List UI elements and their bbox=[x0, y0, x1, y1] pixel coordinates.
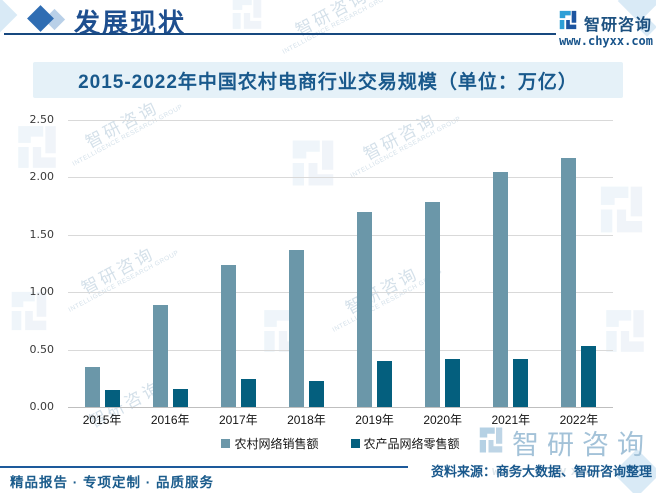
grid-line bbox=[68, 407, 613, 408]
data-source: 资料来源：商务大数据、智研咨询整理 bbox=[430, 464, 652, 479]
y-axis: 2.50 2.00 1.50 1.00 0.50 0.00 bbox=[16, 113, 62, 413]
grid-line bbox=[68, 177, 613, 179]
bars bbox=[68, 120, 613, 407]
bar bbox=[493, 171, 509, 407]
grid-line bbox=[68, 292, 613, 294]
x-tick-label: 2022年 bbox=[559, 413, 599, 427]
bar bbox=[581, 346, 597, 407]
bar-group bbox=[409, 120, 477, 407]
grid-line bbox=[68, 349, 613, 351]
grid-line bbox=[68, 120, 613, 121]
watermark-site-url: www.chyxx.com bbox=[492, 464, 638, 478]
bar bbox=[308, 380, 324, 407]
zhiyan-logo-icon bbox=[228, 0, 266, 32]
y-tick-label: 1.50 bbox=[29, 227, 55, 241]
bar bbox=[561, 157, 577, 407]
y-tick-label: 1.00 bbox=[29, 285, 55, 299]
bar-group bbox=[272, 120, 340, 407]
watermark-text: 智研咨询 INTELLIGENCE RESEARCH GROUP bbox=[273, 0, 394, 56]
bar bbox=[377, 361, 393, 407]
bar bbox=[84, 366, 100, 407]
bar-group bbox=[477, 120, 545, 407]
x-tick-label: 2015年 bbox=[82, 413, 122, 427]
bar bbox=[104, 389, 120, 407]
bar bbox=[357, 211, 373, 407]
y-tick-label: 2.00 bbox=[29, 170, 55, 184]
x-tick-label: 2017年 bbox=[218, 413, 258, 427]
legend-label: 农产品网络零售额 bbox=[363, 437, 460, 451]
watermark-logo-icon bbox=[228, 0, 266, 32]
bar bbox=[220, 264, 236, 407]
plot-area bbox=[68, 120, 613, 408]
header-diamond-icon bbox=[27, 5, 54, 32]
x-tick-label: 2018年 bbox=[287, 413, 326, 427]
x-tick-label: 2016年 bbox=[150, 413, 190, 427]
legend-item: 农产品网络零售额 bbox=[350, 435, 460, 452]
site-url-link[interactable]: www.chyxx.com bbox=[559, 34, 653, 48]
bar-group bbox=[204, 120, 272, 407]
chart-title-banner: 2015-2022年中国农村电商行业交易规模（单位：万亿） bbox=[33, 62, 623, 98]
legend-swatch bbox=[221, 439, 231, 448]
y-tick-label: 2.50 bbox=[29, 113, 55, 126]
bar bbox=[152, 304, 168, 407]
grid-line bbox=[68, 234, 613, 236]
y-tick-label: 0.50 bbox=[29, 342, 55, 356]
corner-decoration bbox=[0, 0, 18, 34]
legend-swatch bbox=[350, 439, 360, 448]
bar bbox=[445, 358, 461, 407]
legend-label: 农村网络销售额 bbox=[234, 437, 319, 451]
legend: 农村网络销售额 农产品网络零售额 bbox=[68, 435, 613, 452]
header-rule bbox=[4, 33, 556, 35]
bar bbox=[425, 201, 441, 407]
x-tick-label: 2021年 bbox=[491, 413, 531, 427]
footer-rule bbox=[0, 466, 408, 468]
bar bbox=[288, 249, 304, 407]
bar-group bbox=[68, 120, 136, 407]
footer-brand-text: 智研咨询 bbox=[512, 430, 652, 460]
legend-item: 农村网络销售额 bbox=[221, 435, 319, 452]
x-tick-label: 2019年 bbox=[355, 413, 394, 427]
bar-group bbox=[136, 120, 204, 407]
brand-name: 智研咨询 bbox=[584, 17, 653, 34]
bar bbox=[513, 358, 529, 407]
footer-brand-watermark: 智研咨询 bbox=[476, 423, 652, 462]
bar bbox=[172, 388, 188, 407]
y-tick-label: 0.00 bbox=[29, 400, 55, 413]
chart-title: 2015-2022年中国农村电商行业交易规模（单位：万亿） bbox=[78, 71, 578, 93]
x-tick-label: 2020年 bbox=[423, 413, 463, 427]
footer-tagline: 精品报告 · 专项定制 · 品质服务 bbox=[10, 475, 214, 490]
bar-group bbox=[341, 120, 409, 407]
bar bbox=[240, 379, 256, 407]
zhiyan-logo-icon bbox=[476, 425, 506, 460]
zhiyan-logo-icon bbox=[557, 9, 579, 31]
watermark-cn: 智研咨询 bbox=[292, 0, 372, 41]
bar-group bbox=[545, 120, 613, 407]
x-axis: 2015年 2016年 2017年 2018年 2019年 2020年 2021年 2022年 bbox=[68, 411, 613, 428]
watermark-en: INTELLIGENCE RESEARCH GROUP bbox=[281, 0, 395, 56]
